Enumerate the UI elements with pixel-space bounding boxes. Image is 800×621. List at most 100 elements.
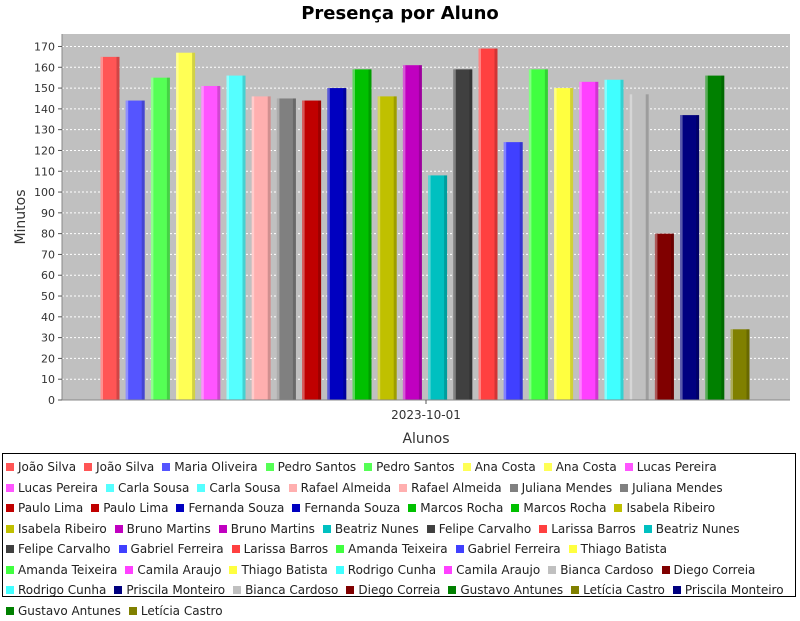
legend-label: Isabela Ribeiro — [18, 522, 107, 536]
bar-shade — [419, 65, 422, 400]
legend-swatch — [539, 525, 547, 533]
legend-item: Paulo Lima — [91, 498, 168, 519]
legend-item: Rafael Almeida — [289, 478, 391, 499]
legend-swatch — [6, 566, 14, 574]
bar-highlight — [630, 94, 633, 400]
legend-label: Bianca Cardoso — [245, 583, 338, 597]
legend-item: Thiago Batista — [569, 539, 667, 560]
bar-highlight — [201, 86, 204, 400]
bar-highlight — [378, 96, 381, 400]
y-tick-label: 40 — [41, 311, 55, 324]
legend-swatch — [625, 463, 633, 471]
bar-shade — [696, 115, 699, 400]
legend-swatch — [119, 545, 127, 553]
legend-item: Ana Costa — [544, 457, 617, 478]
legend-item: Isabela Ribeiro — [614, 498, 715, 519]
y-axis-ticks: 0102030405060708090100110120130140150160… — [34, 40, 62, 407]
legend-swatch — [408, 504, 416, 512]
legend-item: Ana Costa — [463, 457, 536, 478]
y-tick-label: 170 — [34, 40, 55, 53]
legend-swatch — [364, 463, 372, 471]
legend-item: Bruno Martins — [219, 519, 315, 540]
bar — [605, 80, 624, 400]
legend-item: Pedro Santos — [364, 457, 455, 478]
legend-swatch — [662, 566, 670, 574]
y-tick-label: 0 — [48, 394, 55, 407]
legend-label: Rafael Almeida — [301, 481, 391, 495]
bar-highlight — [151, 78, 154, 400]
bar-highlight — [605, 80, 608, 400]
legend-label: Juliana Mendes — [522, 481, 613, 495]
legend-swatch — [229, 566, 237, 574]
legend-item: Juliana Mendes — [620, 478, 723, 499]
legend-label: Bruno Martins — [127, 522, 211, 536]
legend-label: Pedro Santos — [376, 460, 455, 474]
legend-swatch — [6, 484, 14, 492]
legend-label: Marcos Rocha — [523, 501, 606, 515]
bar-highlight — [479, 49, 482, 400]
legend-label: Carla Sousa — [118, 481, 189, 495]
bar-highlight — [453, 69, 456, 400]
bar-highlight — [579, 82, 582, 400]
bar-highlight — [504, 142, 507, 400]
legend-item: João Silva — [84, 457, 154, 478]
bar-highlight — [227, 76, 230, 400]
legend-label: Juliana Mendes — [632, 481, 723, 495]
legend-item: Pedro Santos — [266, 457, 357, 478]
bar-shade — [142, 101, 145, 400]
bar — [479, 49, 498, 400]
bar-shade — [318, 101, 321, 400]
y-axis-label: Minutos — [13, 189, 29, 244]
legend-swatch — [106, 484, 114, 492]
legend-swatch — [510, 484, 518, 492]
legend-item: Diego Correia — [662, 560, 756, 581]
legend-item: Lucas Pereira — [6, 478, 98, 499]
legend-item: Carla Sousa — [197, 478, 280, 499]
bar — [126, 101, 145, 400]
legend-swatch — [644, 525, 652, 533]
bar — [579, 82, 598, 400]
legend-label: Beatriz Nunes — [335, 522, 419, 536]
bar — [302, 101, 321, 400]
legend-swatch — [673, 586, 681, 594]
legend-item: Diego Correia — [346, 580, 440, 601]
bar-shade — [595, 82, 598, 400]
bar-shade — [444, 175, 447, 400]
legend-label: Thiago Batista — [241, 563, 327, 577]
bar-highlight — [252, 96, 255, 400]
bar-shade — [268, 96, 271, 400]
legend-swatch — [336, 566, 344, 574]
legend-swatch — [6, 545, 14, 553]
legend-swatch — [115, 525, 123, 533]
legend-swatch — [219, 525, 227, 533]
bar — [403, 65, 422, 400]
legend-label: Carla Sousa — [209, 481, 280, 495]
legend-label: Gabriel Ferreira — [131, 542, 224, 556]
bar-highlight — [176, 53, 179, 400]
legend-item: Marcos Rocha — [511, 498, 606, 519]
bar-shade — [495, 49, 498, 400]
legend-label: Paulo Lima — [103, 501, 168, 515]
bar — [353, 69, 372, 400]
legend-swatch — [548, 566, 556, 574]
bar — [453, 69, 472, 400]
legend-swatch — [444, 566, 452, 574]
legend-swatch — [569, 545, 577, 553]
legend-item: Carla Sousa — [106, 478, 189, 499]
legend-swatch — [6, 504, 14, 512]
legend-label: Gustavo Antunes — [460, 583, 563, 597]
legend-swatch — [292, 504, 300, 512]
bar — [655, 234, 674, 400]
legend-item: Bruno Martins — [115, 519, 211, 540]
legend-swatch — [129, 607, 137, 615]
legend-swatch — [176, 504, 184, 512]
y-tick-label: 20 — [41, 352, 55, 365]
legend-label: Maria Oliveira — [174, 460, 257, 474]
bar — [101, 57, 120, 400]
legend-item: Priscila Monteiro — [114, 580, 225, 601]
legend-swatch — [233, 586, 241, 594]
bar-shade — [570, 88, 573, 400]
bar-highlight — [327, 88, 330, 400]
bar — [277, 98, 296, 400]
